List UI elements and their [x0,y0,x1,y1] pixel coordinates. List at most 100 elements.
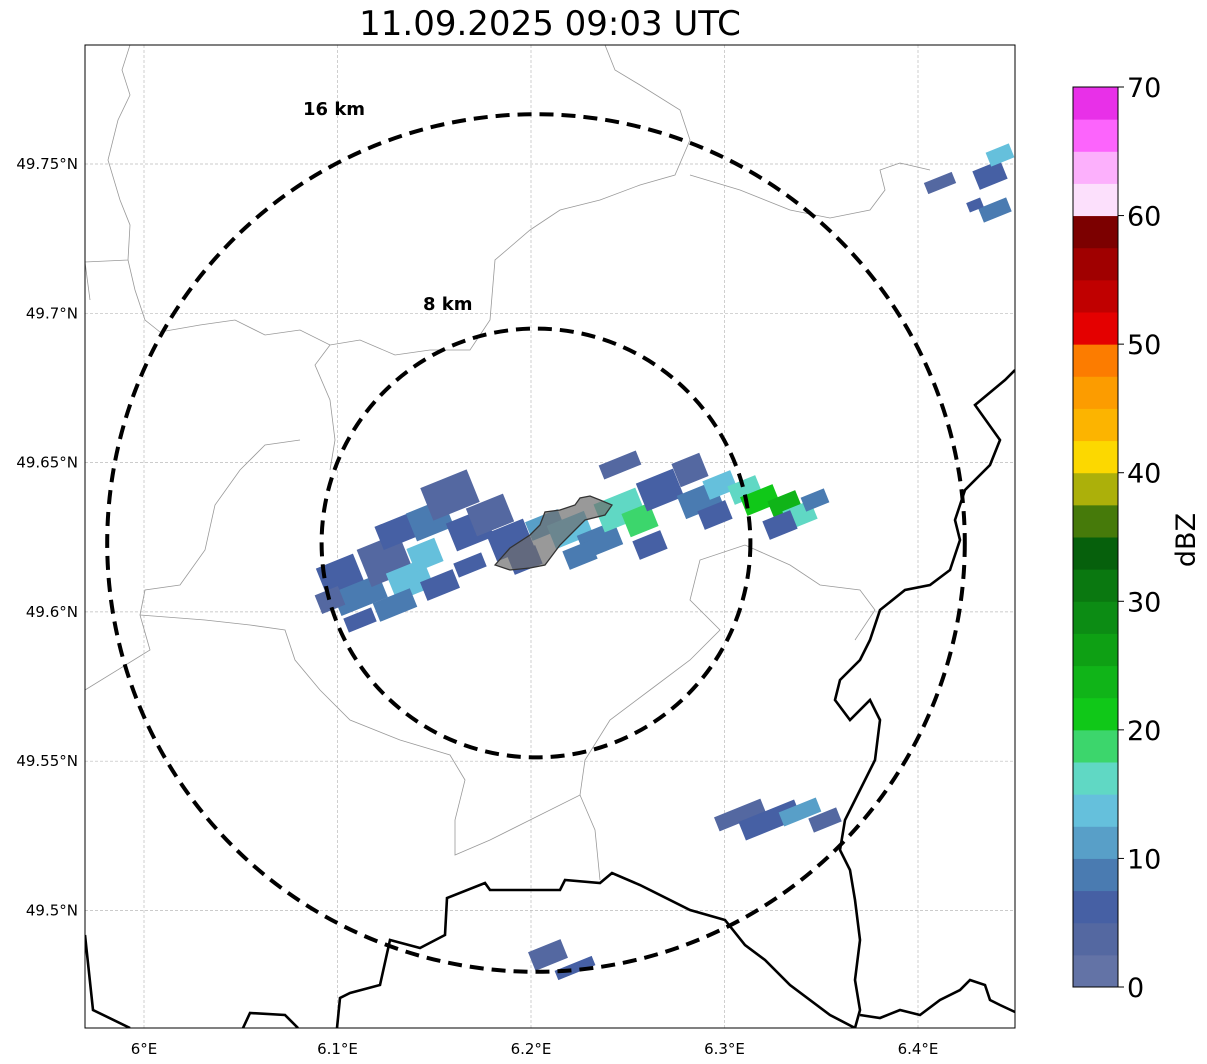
colorbar-bin [1073,344,1118,377]
border-line [85,934,131,1028]
border-line [833,369,1015,1028]
lat-tick-label: 49.5°N [26,902,78,920]
echo-cell [562,540,598,570]
colorbar-bin [1073,472,1118,506]
country-borders [85,369,1015,1028]
boundary-line [127,45,691,356]
range-ring-label: 16 km [303,99,365,120]
map-title: 11.09.2025 09:03 UTC [359,4,741,44]
colorbar-bin [1073,922,1118,956]
border-line [241,1011,299,1028]
range-ring-8km [319,326,753,760]
colorbar-bin [1073,569,1118,602]
colorbar-bin [1073,504,1118,538]
colorbar-bin [1073,376,1118,409]
echo-cell [740,484,780,516]
echo-cell [453,552,487,578]
echo-cell [632,530,668,560]
echo-cell [762,510,798,540]
echo-cell [314,586,346,614]
map-frame [84,44,1016,1029]
echo-cell [972,160,1008,190]
echo-cell [372,588,418,622]
lat-tick-label: 49.65°N [16,454,78,472]
warning-polygon [493,495,613,571]
colorbar-tick-label: 60 [1127,202,1161,233]
boundary-line [85,439,301,691]
colorbar-label: dBZ [1171,513,1202,567]
colorbar-bin [1073,215,1118,249]
echo-cell [406,537,444,573]
range-ring-16km [105,112,967,974]
echo-cell [702,470,738,500]
echo-cell [420,469,480,521]
lat-tick-label: 49.75°N [16,155,78,173]
boundary-line [85,261,91,301]
colorbar-bin [1073,408,1118,442]
colorbar-tick-label: 0 [1127,973,1144,1004]
colorbar-bin [1073,697,1118,731]
colorbar-bin [1073,119,1118,152]
colorbar-bin [1073,312,1118,345]
echo-cell [778,797,822,827]
boundary-line [579,544,876,796]
echo-cell [420,569,460,601]
colorbar-bin [1073,762,1118,795]
boundary-line [139,614,601,881]
echo-cell [714,798,766,832]
echo-cell [923,171,957,195]
border-line [335,871,856,1028]
echo-cell [978,197,1012,223]
lon-tick-label: 6.2°E [511,1040,552,1058]
colorbar-bin [1073,183,1118,217]
lon-tick-label: 6.1°E [317,1040,358,1058]
echo-cell [593,487,647,533]
echo-cell [727,475,763,505]
colorbar-bin [1073,279,1118,313]
colorbar-bin [1073,665,1118,699]
colorbar-bin [1073,858,1118,892]
echo-cell [621,502,659,538]
colorbar-frame [1072,86,1119,988]
echo-cell [800,488,830,512]
echo-cell [808,807,842,833]
echo-cell [985,143,1015,167]
echo-cell [554,955,596,981]
lat-tick-label: 49.7°N [26,304,78,322]
colorbar-tick-label: 50 [1127,330,1161,361]
colorbar-bin [1073,440,1118,474]
colorbar: 0 10 20 30 40 50 60 70 dBZ [1072,73,1202,1004]
colorbar-tick-label: 30 [1127,587,1161,618]
colorbar-tick-label: 10 [1127,844,1161,875]
colorbar-bin [1073,87,1118,120]
range-ring-label: 8 km [423,294,473,315]
echo-cell [966,197,984,213]
boundary-line [314,344,336,471]
lat-tick-label: 49.6°N [26,603,78,621]
echo-cell [465,493,515,537]
border-line [859,978,1015,1020]
map-area [85,45,1015,1028]
lon-tick-label: 6.3°E [704,1040,745,1058]
colorbar-bin [1073,537,1118,570]
colorbar-bin [1073,794,1118,827]
colorbar-bin [1073,954,1118,988]
radar-echoes [314,143,1015,981]
colorbar-bin [1073,633,1118,667]
range-rings [105,112,967,974]
colorbar-bin [1073,729,1118,763]
colorbar-bin [1073,601,1118,634]
echo-cell [343,607,377,633]
echo-cell [598,450,642,480]
echo-cell [528,939,568,971]
echo-cell [635,468,685,512]
echo-cell [697,500,733,530]
boundary-line [689,162,931,219]
lon-tick-label: 6°E [131,1040,158,1058]
colorbar-tick-label: 40 [1127,459,1161,490]
colorbar-bin [1073,151,1118,184]
colorbar-tick-label: 70 [1127,73,1161,104]
colorbar-tick-label: 20 [1127,716,1161,747]
colorbar-bin [1073,826,1118,859]
